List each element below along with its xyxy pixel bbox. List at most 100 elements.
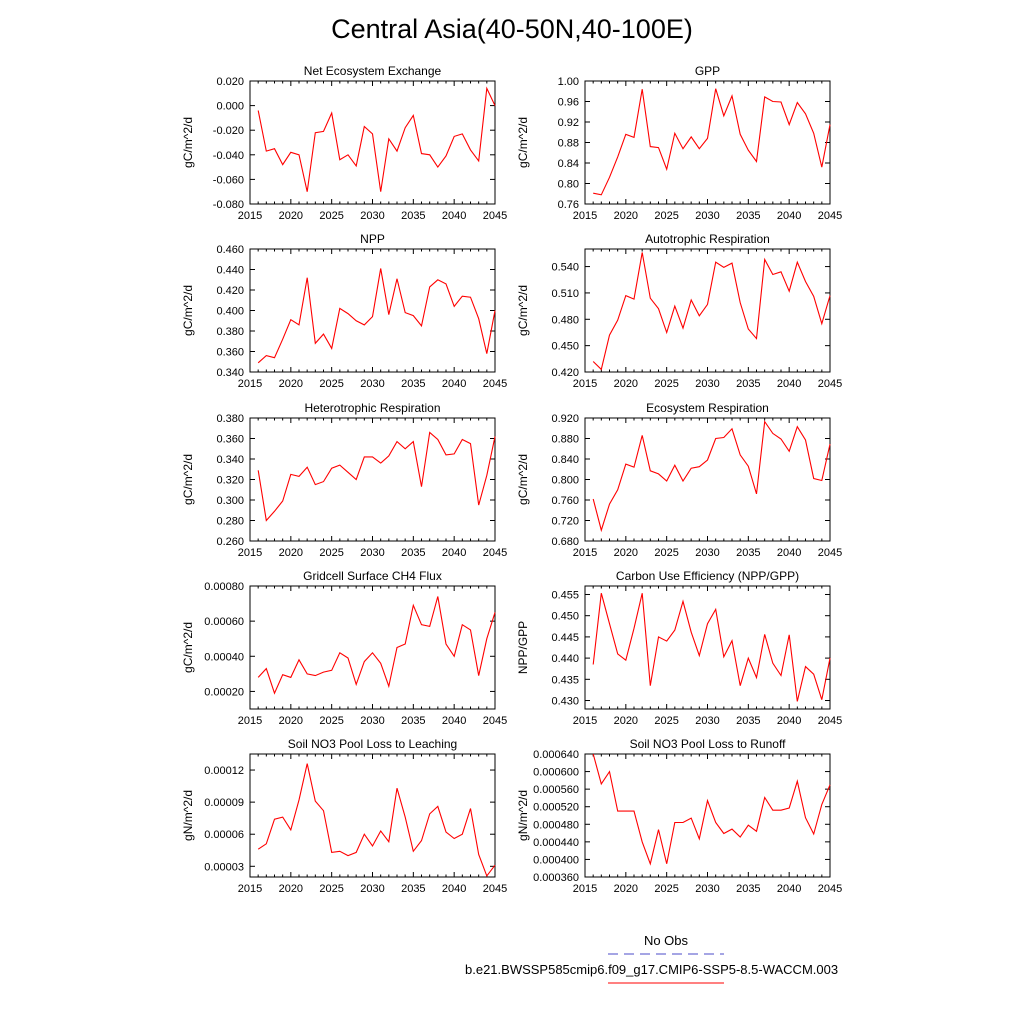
y-axis-label: gC/m^2/d <box>516 285 530 336</box>
series-line <box>257 763 496 878</box>
series-line <box>257 596 496 695</box>
y-tick-label: 1.00 <box>558 76 579 88</box>
y-axis-label: gC/m^2/d <box>181 622 195 673</box>
y-tick-label: 0.96 <box>558 97 579 109</box>
x-tick-label: 2035 <box>736 547 760 559</box>
x-tick-label: 2035 <box>401 378 425 390</box>
series-line <box>592 593 831 702</box>
y-tick-label: -0.020 <box>213 125 244 137</box>
plot-frame <box>584 753 831 878</box>
y-tick-label: 0.000 <box>216 101 244 113</box>
y-tick-label: 0.430 <box>551 696 579 708</box>
y-tick-label: 0.80 <box>558 179 579 191</box>
plot-frame <box>249 417 496 542</box>
y-tick-label: 0.420 <box>216 285 244 297</box>
page-title: Central Asia(40-50N,40-100E) <box>331 14 693 44</box>
x-tick-label: 2015 <box>573 883 597 895</box>
y-axis-label: gN/m^2/d <box>516 790 530 841</box>
x-tick-label: 2025 <box>654 883 678 895</box>
x-tick-label: 2045 <box>483 883 507 895</box>
x-tick-label: 2020 <box>614 378 638 390</box>
y-tick-label: -0.080 <box>213 199 244 211</box>
y-tick-label: 0.000440 <box>533 837 579 849</box>
x-tick-label: 2025 <box>319 547 343 559</box>
x-tick-label: 2045 <box>818 210 842 222</box>
x-tick-label: 2045 <box>483 210 507 222</box>
y-tick-label: 0.000480 <box>533 819 579 831</box>
x-tick-label: 2020 <box>279 715 303 727</box>
x-tick-label: 2025 <box>654 210 678 222</box>
x-tick-label: 2015 <box>238 210 262 222</box>
x-tick-label: 2040 <box>777 883 801 895</box>
x-tick-label: 2035 <box>736 715 760 727</box>
x-tick-label: 2040 <box>777 715 801 727</box>
y-tick-label: 0.840 <box>551 454 579 466</box>
x-tick-label: 2020 <box>614 883 638 895</box>
y-tick-label: 0.340 <box>216 367 244 379</box>
x-tick-label: 2015 <box>238 378 262 390</box>
x-tick-label: 2030 <box>695 378 719 390</box>
y-tick-label: 0.00003 <box>204 861 244 873</box>
chart-title: Soil NO3 Pool Loss to Runoff <box>630 737 787 751</box>
x-tick-label: 2040 <box>777 378 801 390</box>
y-tick-label: 0.00040 <box>204 651 244 663</box>
y-tick-label: 0.360 <box>216 434 244 446</box>
chart-panel-7: Gridcell Surface CH4 Flux gC/m^2/d 2015 202… <box>181 569 507 727</box>
x-tick-label: 2035 <box>401 883 425 895</box>
x-tick-label: 2045 <box>483 715 507 727</box>
plot-frame <box>584 80 831 205</box>
series-line <box>257 86 496 192</box>
y-tick-label: 0.440 <box>551 653 579 665</box>
x-tick-label: 2035 <box>736 883 760 895</box>
y-tick-label: 0.480 <box>551 314 579 326</box>
chart-title: Soil NO3 Pool Loss to Leaching <box>288 737 457 751</box>
legend-obs-label: No Obs <box>643 933 689 948</box>
x-tick-label: 2025 <box>654 547 678 559</box>
y-tick-label: 0.00020 <box>204 686 244 698</box>
y-tick-label: 0.800 <box>551 475 579 487</box>
y-axis-label: gC/m^2/d <box>181 454 195 505</box>
y-tick-label: -0.060 <box>213 174 244 186</box>
chart-panel-6: Ecosystem Respiration gC/m^2/d 2015 2020 202… <box>516 401 842 559</box>
y-tick-label: 0.455 <box>551 589 579 601</box>
chart-panel-2: GPP gC/m^2/d 2015 2020 2025 2030 2035 2040 2045 0… <box>516 64 842 222</box>
y-tick-label: -0.040 <box>213 150 244 162</box>
x-tick-label: 2040 <box>777 547 801 559</box>
y-axis-label: gC/m^2/d <box>181 285 195 336</box>
x-tick-label: 2020 <box>614 210 638 222</box>
x-tick-label: 2030 <box>695 715 719 727</box>
x-tick-label: 2045 <box>483 378 507 390</box>
x-tick-label: 2030 <box>360 378 384 390</box>
y-tick-label: 0.440 <box>216 265 244 277</box>
y-axis-label: gN/m^2/d <box>181 790 195 841</box>
y-axis-label: gC/m^2/d <box>181 117 195 168</box>
y-tick-label: 0.380 <box>216 326 244 338</box>
chart-title: Autotrophic Respiration <box>645 232 770 246</box>
chart-title: NPP <box>360 232 385 246</box>
y-tick-label: 0.760 <box>551 495 579 507</box>
x-tick-label: 2040 <box>442 715 466 727</box>
y-tick-label: 0.340 <box>216 454 244 466</box>
x-tick-label: 2035 <box>401 547 425 559</box>
y-tick-label: 0.00012 <box>204 765 244 777</box>
x-tick-label: 2040 <box>442 547 466 559</box>
plot-frame <box>584 248 831 373</box>
chart-panel-5: Heterotrophic Respiration gC/m^2/d 2015 202… <box>181 401 507 559</box>
y-tick-label: 0.000520 <box>533 802 579 814</box>
y-tick-label: 0.00006 <box>204 829 244 841</box>
plot-frame <box>584 417 831 542</box>
y-tick-label: 0.00009 <box>204 797 244 809</box>
x-tick-label: 2020 <box>279 210 303 222</box>
y-tick-label: 0.360 <box>216 347 244 359</box>
y-tick-label: 0.260 <box>216 536 244 548</box>
y-tick-label: 0.445 <box>551 632 579 644</box>
y-tick-label: 0.000400 <box>533 854 579 866</box>
x-tick-label: 2020 <box>279 883 303 895</box>
series-line <box>592 753 831 866</box>
chart-title: Carbon Use Efficiency (NPP/GPP) <box>616 569 799 583</box>
x-tick-label: 2045 <box>818 547 842 559</box>
x-tick-label: 2020 <box>614 547 638 559</box>
y-axis-label: gC/m^2/d <box>516 117 530 168</box>
chart-title: Ecosystem Respiration <box>646 401 769 415</box>
x-tick-label: 2020 <box>279 378 303 390</box>
